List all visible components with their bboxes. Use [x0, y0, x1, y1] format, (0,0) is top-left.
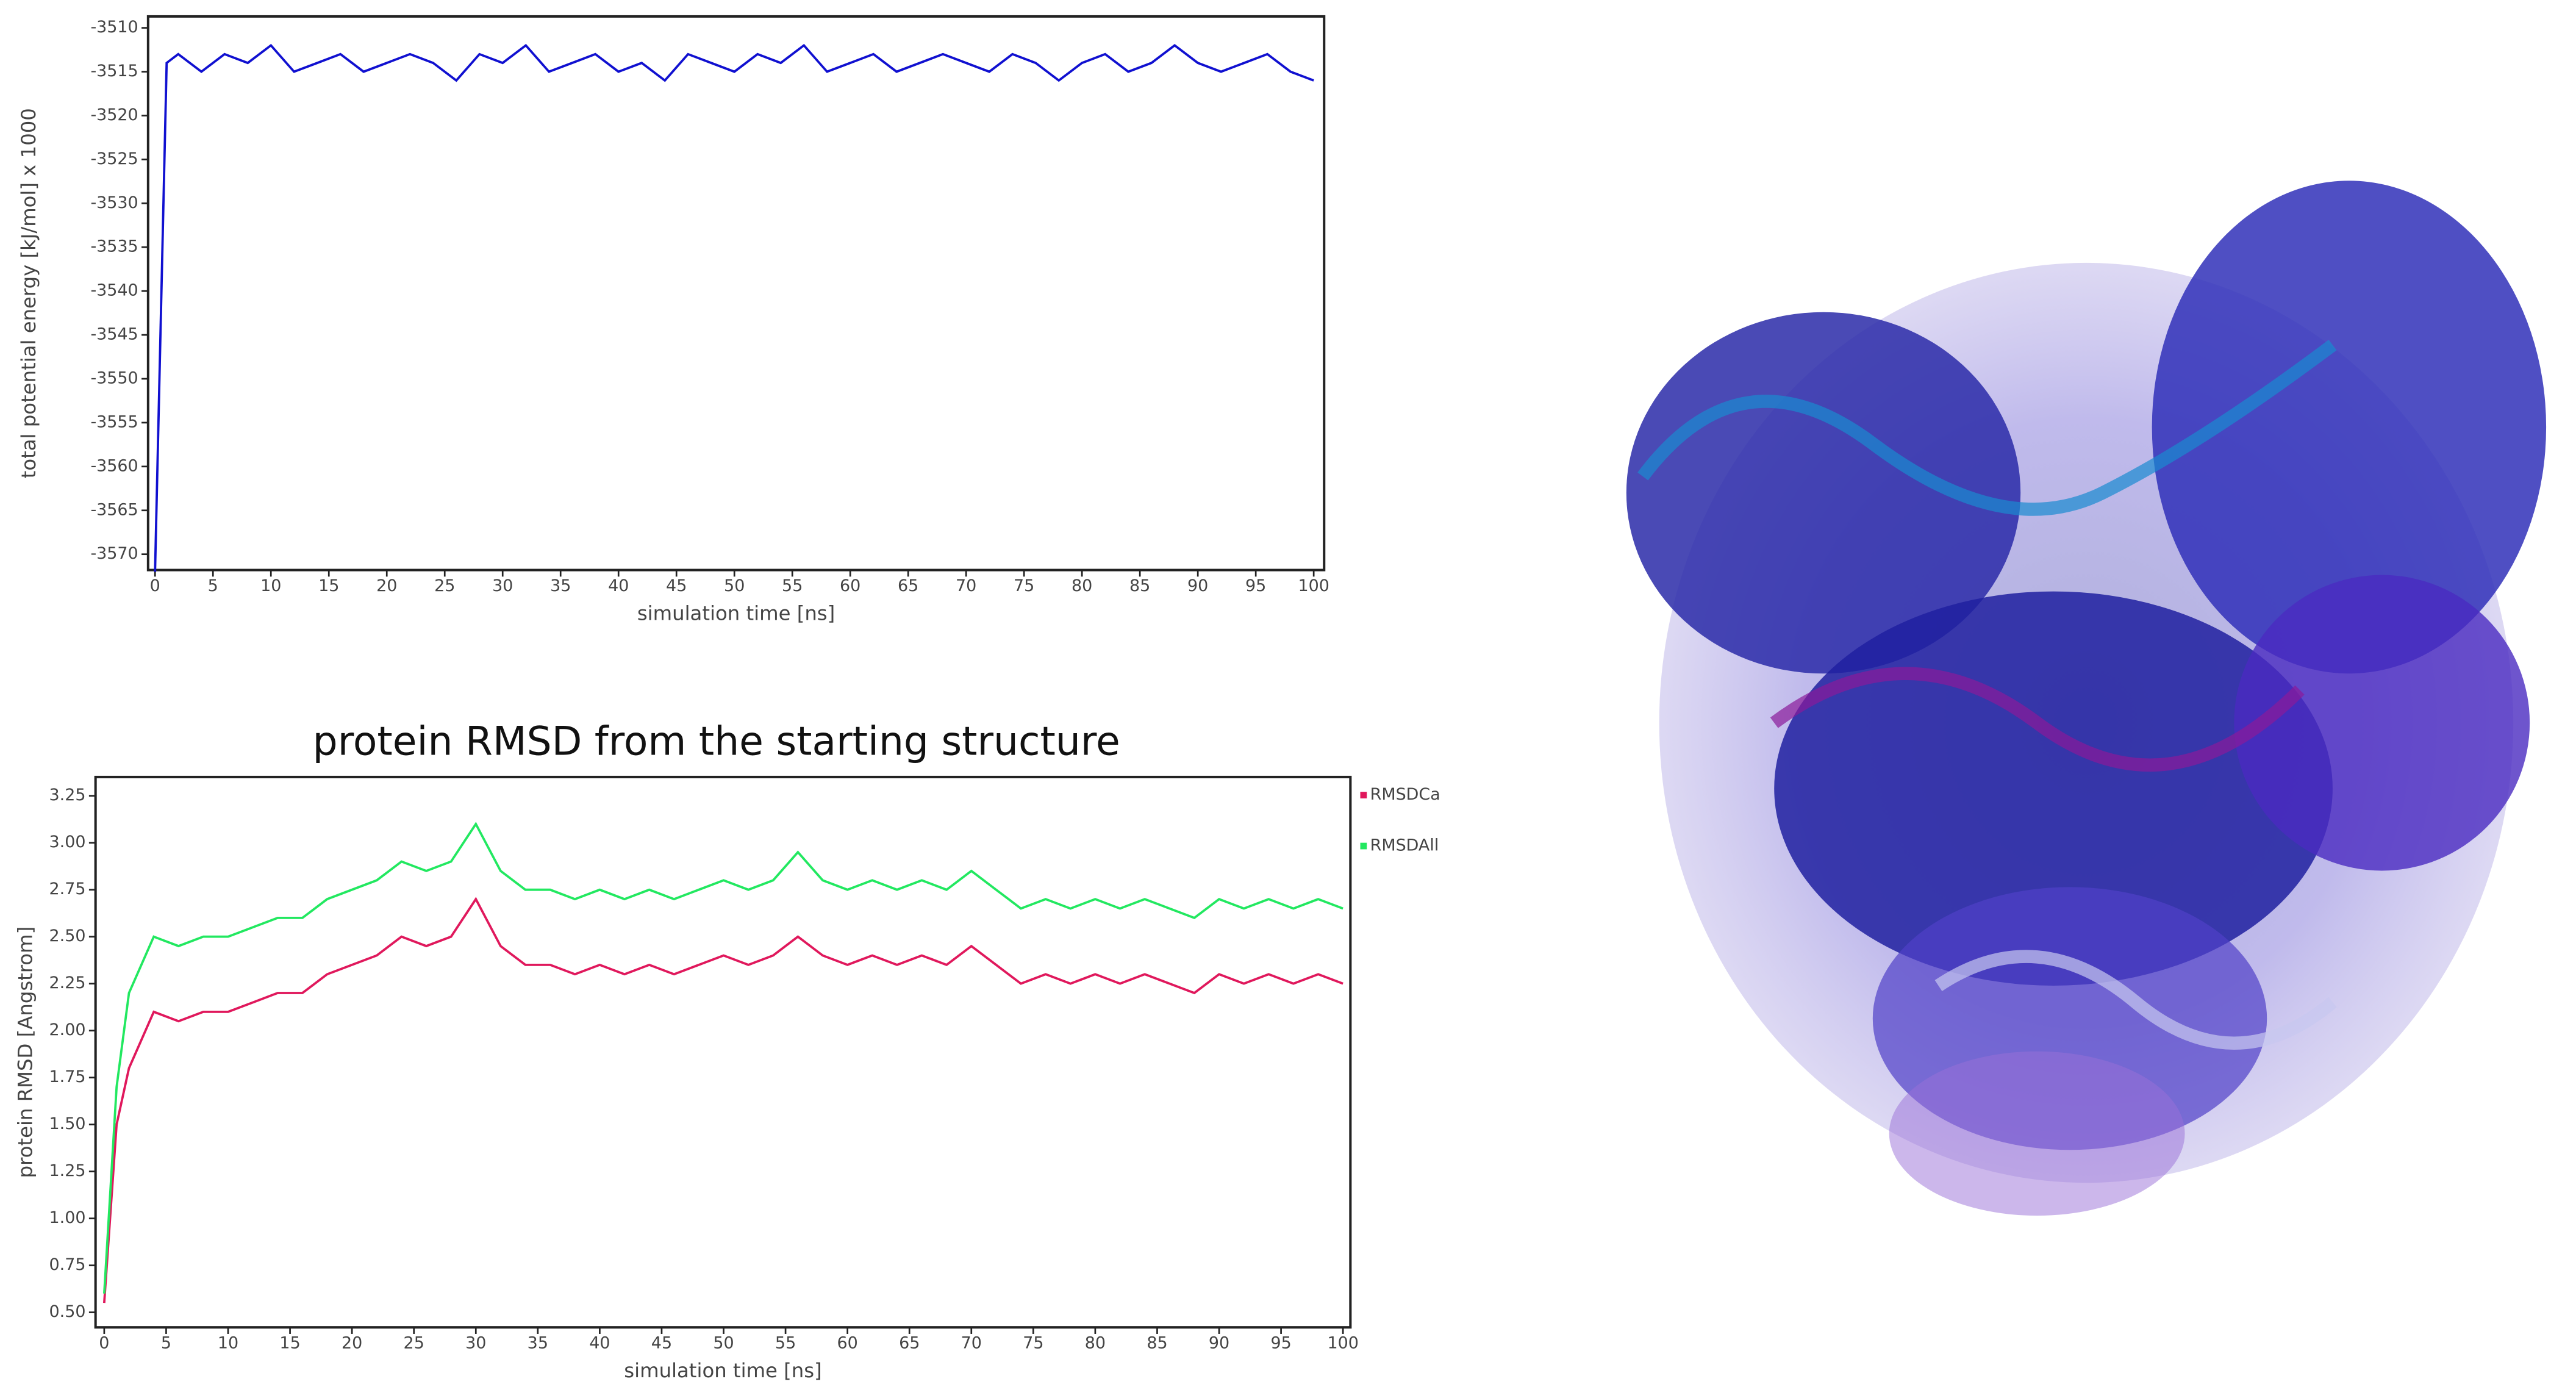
plot-frame — [146, 15, 1326, 572]
x-tick-label: 10 — [218, 1334, 238, 1353]
protein-domain — [2152, 181, 2547, 674]
x-tick-label: 45 — [666, 576, 687, 595]
x-tick-label: 95 — [1270, 1334, 1291, 1353]
y-tick-label: 0.50 — [49, 1302, 86, 1321]
protein-domain — [2234, 575, 2530, 871]
x-tick-label: 90 — [1187, 576, 1208, 595]
protein-helix — [1934, 950, 2337, 1050]
x-tick-label: 35 — [528, 1334, 548, 1353]
x-tick-label: 30 — [492, 576, 513, 595]
y-tick-label: -3535 — [90, 237, 138, 256]
protein-helix — [1637, 339, 2337, 516]
x-tick-label: 5 — [208, 576, 218, 595]
x-tick-label: 35 — [550, 576, 571, 595]
x-tick-label: 65 — [899, 1334, 920, 1353]
x-tick-label: 70 — [961, 1334, 982, 1353]
protein-domain — [1889, 1051, 2185, 1216]
y-axis-label: protein RMSD [Angstrom] — [14, 927, 37, 1178]
x-tick-label: 20 — [376, 576, 397, 595]
y-tick-label: 2.75 — [49, 880, 86, 898]
x-tick-label: 0 — [99, 1334, 109, 1353]
x-tick-label: 50 — [724, 576, 745, 595]
x-tick-label: 60 — [837, 1334, 858, 1353]
y-tick-label: -3545 — [90, 325, 138, 344]
x-tick-label: 25 — [434, 576, 455, 595]
y-tick-label: 1.75 — [49, 1067, 86, 1086]
legend-swatch — [1360, 842, 1367, 850]
y-tick-label: 1.00 — [49, 1208, 86, 1227]
x-tick-label: 90 — [1209, 1334, 1229, 1353]
y-axis-label: total potential energy [kJ/mol] x 1000 — [17, 108, 40, 478]
y-tick-label: -3540 — [90, 281, 138, 300]
x-tick-label: 80 — [1085, 1334, 1106, 1353]
series-line — [154, 43, 1314, 572]
x-tick-label: 30 — [465, 1334, 486, 1353]
x-tick-label: 25 — [404, 1334, 424, 1353]
x-tick-label: 50 — [713, 1334, 734, 1353]
x-tick-label: 80 — [1072, 576, 1092, 595]
y-tick-label: -3560 — [90, 456, 138, 475]
y-tick-label: -3530 — [90, 193, 138, 212]
y-tick-label: -3525 — [90, 149, 138, 168]
y-tick-label: 2.00 — [49, 1020, 86, 1039]
y-tick-label: 3.25 — [49, 786, 86, 805]
protein-helix — [1770, 667, 2305, 772]
y-tick-label: 1.50 — [49, 1114, 86, 1133]
x-tick-label: 85 — [1129, 576, 1150, 595]
x-tick-label: 85 — [1147, 1334, 1167, 1353]
protein-structure — [1626, 181, 2547, 1216]
plot-frame — [94, 775, 1352, 1329]
x-tick-label: 65 — [898, 576, 918, 595]
x-tick-label: 55 — [775, 1334, 796, 1353]
y-tick-label: -3515 — [90, 62, 138, 81]
x-tick-label: 40 — [608, 576, 629, 595]
x-tick-label: 100 — [1327, 1334, 1358, 1353]
y-tick-label: -3555 — [90, 412, 138, 431]
x-tick-label: 55 — [782, 576, 803, 595]
x-tick-label: 45 — [651, 1334, 672, 1353]
x-tick-label: 75 — [1014, 576, 1034, 595]
x-tick-label: 70 — [956, 576, 976, 595]
x-tick-label: 95 — [1245, 576, 1266, 595]
x-tick-label: 75 — [1023, 1334, 1043, 1353]
x-tick-label: 15 — [318, 576, 339, 595]
x-tick-label: 0 — [150, 576, 160, 595]
x-axis-label: simulation time [ns] — [637, 601, 835, 625]
x-tick-label: 20 — [342, 1334, 362, 1353]
x-axis-label: simulation time [ns] — [624, 1359, 821, 1382]
y-tick-label: -3520 — [90, 106, 138, 124]
y-tick-label: -3550 — [90, 369, 138, 388]
y-tick-label: 2.25 — [49, 973, 86, 992]
y-tick-label: -3510 — [90, 18, 138, 37]
protein-domain — [1774, 591, 2333, 986]
x-tick-label: 100 — [1298, 576, 1329, 595]
chart-title: protein RMSD from the starting structure — [313, 719, 1120, 765]
y-tick-label: -3570 — [90, 544, 138, 563]
x-tick-label: 5 — [161, 1334, 171, 1353]
x-tick-label: 60 — [840, 576, 860, 595]
x-tick-label: 40 — [589, 1334, 610, 1353]
series-line — [103, 897, 1343, 1303]
legend-swatch — [1360, 792, 1367, 798]
y-tick-label: 0.75 — [49, 1255, 86, 1274]
y-tick-label: -3565 — [90, 500, 138, 519]
legend-label: RMSDAll — [1370, 836, 1439, 855]
x-tick-label: 10 — [260, 576, 281, 595]
series-line — [103, 822, 1343, 1294]
y-tick-label: 1.25 — [49, 1161, 86, 1180]
legend-label: RMSDCa — [1370, 785, 1440, 804]
y-tick-label: 3.00 — [49, 833, 86, 851]
y-tick-label: 2.50 — [49, 927, 86, 945]
x-tick-label: 15 — [279, 1334, 300, 1353]
